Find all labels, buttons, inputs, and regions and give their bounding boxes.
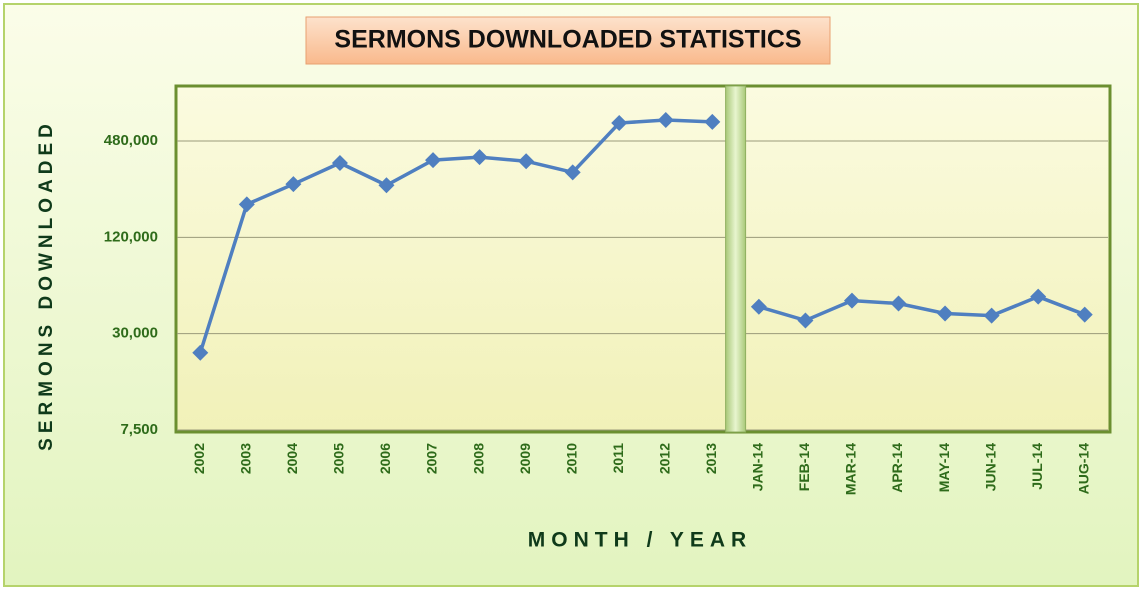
x-tick-label: 2009 bbox=[517, 443, 533, 474]
marker bbox=[425, 152, 442, 169]
marker bbox=[611, 115, 628, 132]
marker bbox=[843, 292, 860, 309]
x-tick-label: JAN-14 bbox=[750, 443, 766, 491]
x-tick-label: 2005 bbox=[331, 443, 347, 474]
marker bbox=[657, 111, 674, 128]
marker bbox=[704, 113, 721, 130]
x-tick-label: JUL-14 bbox=[1029, 443, 1045, 490]
x-tick-label: MAR-14 bbox=[843, 443, 859, 495]
marker bbox=[471, 149, 488, 166]
marker bbox=[564, 164, 581, 181]
x-tick-label: FEB-14 bbox=[796, 443, 812, 491]
x-tick-label: 2010 bbox=[563, 443, 579, 474]
x-axis-title: MONTH / YEAR bbox=[528, 529, 752, 552]
y-axis-title: SERMONS DOWNLOADED bbox=[36, 119, 57, 451]
marker bbox=[285, 176, 302, 193]
marker bbox=[518, 153, 535, 170]
x-tick-label: 2004 bbox=[284, 443, 300, 474]
marker bbox=[238, 196, 255, 213]
title-box bbox=[305, 16, 831, 65]
line bbox=[198, 118, 713, 354]
marker bbox=[1076, 306, 1093, 323]
x-tick-label: 2011 bbox=[610, 443, 626, 474]
x-tick-label: AUG-14 bbox=[1075, 443, 1091, 495]
marker bbox=[192, 344, 209, 361]
marker bbox=[378, 177, 395, 194]
x-tick-label: 2012 bbox=[656, 443, 672, 474]
plot-layer: 7,500 30,000 120,000 480,000 2002 2003 2004 200… bbox=[104, 85, 1108, 495]
marker bbox=[331, 154, 348, 171]
x-tick-label: 2002 bbox=[191, 443, 207, 474]
chart-title: SERMONS DOWNLOADED STATISTICS bbox=[334, 26, 801, 54]
series-separator bbox=[725, 85, 747, 433]
marker bbox=[890, 295, 907, 312]
x-tick-label: 2008 bbox=[470, 443, 486, 474]
x-tick-label: MAY-14 bbox=[936, 443, 952, 493]
y-tick-label: 480,000 bbox=[104, 132, 158, 149]
x-tick-label: APR-14 bbox=[889, 443, 905, 493]
marker bbox=[750, 298, 767, 315]
x-tick-label: 2007 bbox=[424, 443, 440, 474]
y-tick-label: 120,000 bbox=[104, 228, 158, 245]
x-tick-label: JUN-14 bbox=[982, 443, 998, 491]
marker bbox=[1030, 288, 1047, 305]
x-tick-label: 2003 bbox=[238, 443, 254, 474]
marker bbox=[983, 307, 1000, 324]
line bbox=[758, 294, 1086, 323]
y-tick-label: 30,000 bbox=[112, 325, 158, 342]
y-tick-label: 7,500 bbox=[120, 421, 158, 438]
x-tick-label: 2006 bbox=[377, 443, 393, 474]
marker bbox=[797, 312, 814, 329]
x-tick-label: 2013 bbox=[703, 443, 719, 474]
marker bbox=[937, 305, 954, 322]
plot-area bbox=[174, 84, 1112, 434]
